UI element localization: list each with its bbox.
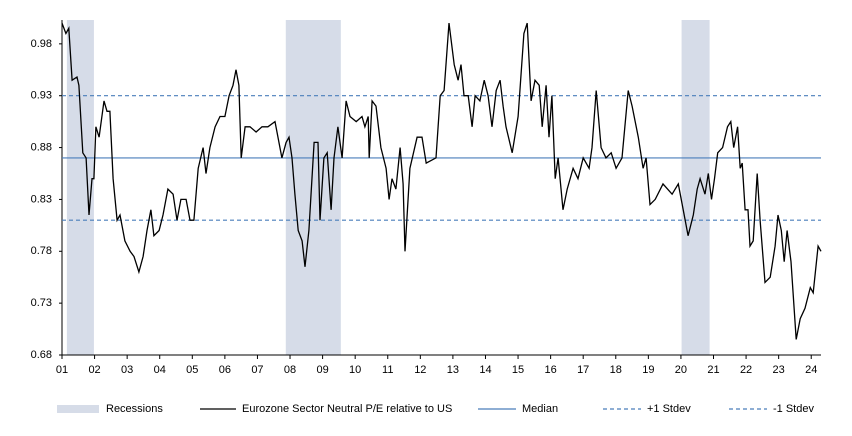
x-tick-label: 16: [545, 364, 557, 376]
x-tick-label: 08: [284, 364, 296, 376]
x-tick-label: 01: [56, 364, 68, 376]
x-tick-label: 21: [707, 364, 719, 376]
y-tick-label: 0.68: [31, 349, 52, 361]
x-tick-label: 22: [740, 364, 752, 376]
x-tick-label: 07: [251, 364, 263, 376]
legend-label: Eurozone Sector Neutral P/E relative to …: [242, 403, 452, 415]
x-tick-label: 13: [447, 364, 459, 376]
x-tick-label: 20: [675, 364, 687, 376]
x-tick-label: 10: [349, 364, 361, 376]
x-tick-label: 11: [382, 364, 393, 376]
y-tick-label: 0.93: [31, 90, 52, 102]
legend-label: +1 Stdev: [647, 403, 691, 415]
x-tick-label: 03: [121, 364, 133, 376]
x-tick-label: 17: [577, 364, 589, 376]
x-tick-label: 04: [154, 364, 166, 376]
y-tick-label: 0.88: [31, 141, 52, 153]
y-tick-label: 0.78: [31, 245, 52, 257]
x-tick-label: 12: [414, 364, 426, 376]
x-tick-label: 23: [773, 364, 785, 376]
x-tick-label: 05: [186, 364, 198, 376]
y-tick-label: 0.83: [31, 193, 52, 205]
x-tick-label: 14: [479, 364, 491, 376]
x-tick-label: 09: [316, 364, 328, 376]
x-tick-label: 24: [805, 364, 817, 376]
legend-swatch: [57, 405, 99, 413]
data-line: [61, 22, 822, 340]
x-tick-label: 06: [219, 364, 231, 376]
legend-label: -1 Stdev: [773, 403, 814, 415]
x-tick-label: 15: [512, 364, 524, 376]
y-tick-label: 0.73: [31, 297, 52, 309]
legend-label: Recessions: [106, 403, 163, 415]
legend-label: Median: [522, 403, 558, 415]
recession-band: [681, 20, 710, 355]
x-tick-label: 18: [610, 364, 622, 376]
x-tick-label: 02: [88, 364, 100, 376]
y-tick-label: 0.98: [31, 38, 52, 50]
x-tick-label: 19: [642, 364, 654, 376]
